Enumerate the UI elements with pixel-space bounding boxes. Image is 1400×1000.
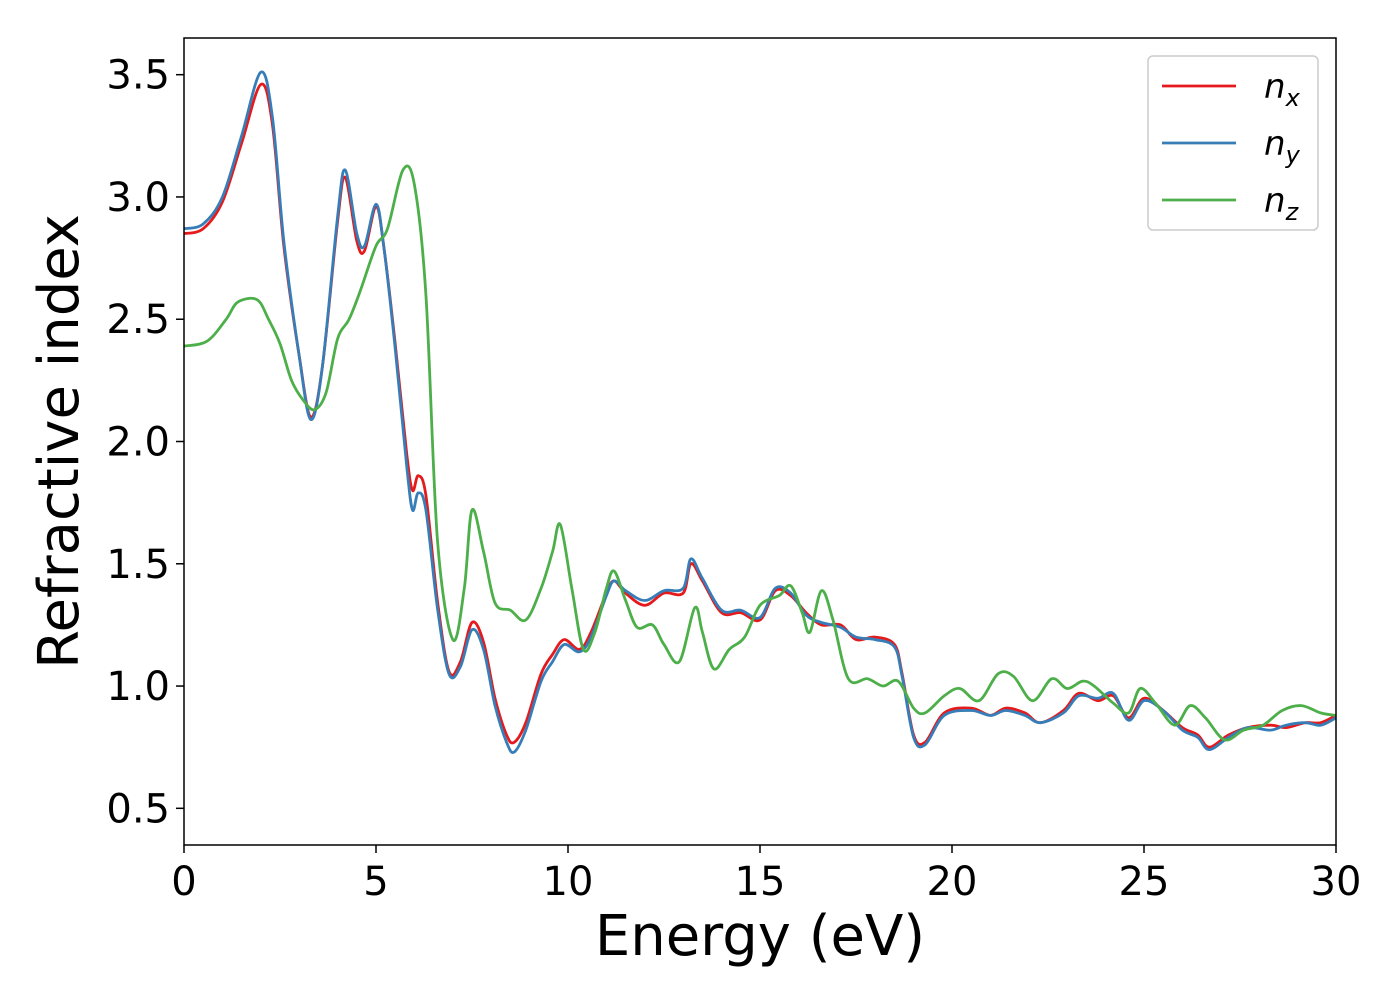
series-layer	[184, 70, 1336, 754]
y-tick-label: 2.0	[106, 420, 170, 466]
y-axis: 0.5 1.0 1.5 2.0 2.5 3.0 3.5	[106, 53, 184, 832]
legend-label-z: nz	[1264, 181, 1300, 226]
y-tick-label: 1.5	[106, 542, 170, 588]
x-tick-label: 15	[735, 859, 786, 905]
x-tick-label: 10	[543, 859, 594, 905]
x-tick-label: 5	[363, 859, 388, 905]
x-tick-label: 20	[927, 859, 978, 905]
legend-label-y: ny	[1264, 124, 1301, 169]
legend-label-x: nx	[1264, 67, 1301, 112]
x-axis: 0 5 10 15 20 25 30	[171, 845, 1361, 905]
series-line-z	[184, 164, 1336, 742]
y-axis-title: Refractive index	[27, 214, 92, 669]
y-tick-label: 3.5	[106, 53, 170, 99]
y-tick-label: 3.0	[106, 175, 170, 221]
y-tick-label: 1.0	[106, 664, 170, 710]
x-axis-title: Energy (eV)	[595, 904, 925, 969]
y-tick-label: 2.5	[106, 297, 170, 343]
x-tick-label: 30	[1311, 859, 1362, 905]
x-tick-label: 25	[1119, 859, 1170, 905]
legend: nx ny nz	[1147, 55, 1319, 231]
x-tick-label: 0	[171, 859, 196, 905]
y-tick-label: 0.5	[106, 786, 170, 832]
